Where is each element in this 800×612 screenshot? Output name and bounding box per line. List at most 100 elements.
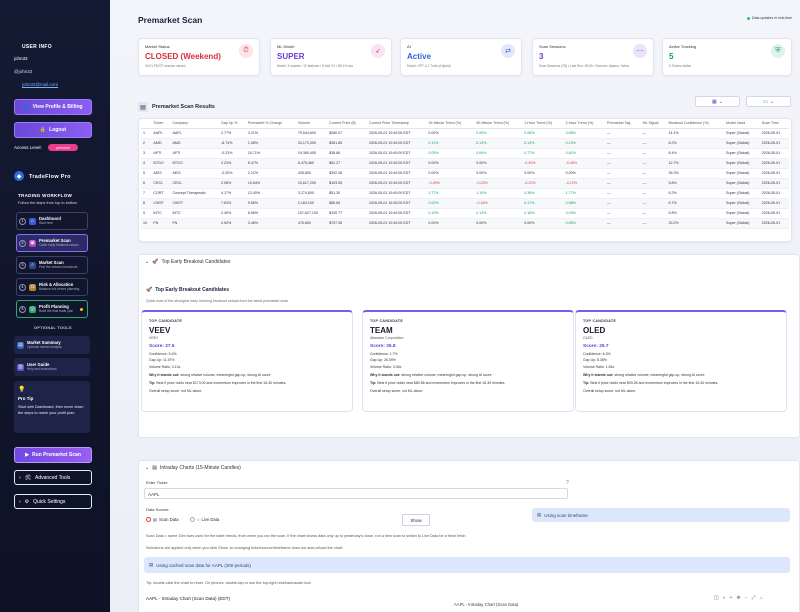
table-row[interactable]: 4 BTGO BTGO 2.23% 5.47% 6,475,460 $52.27 2026-0…: [141, 158, 789, 169]
table-cell: 1: [141, 128, 152, 139]
quick-settings-expander[interactable]: › ⚙ Quick Settings: [14, 494, 92, 509]
fullscreen-icon[interactable]: ⤢: [751, 595, 756, 601]
workflow-step-premarket-scan[interactable]: 2 ▣ Premarket Scan Catch early breakout s…: [16, 234, 88, 252]
column-header[interactable]: ML Signal: [640, 119, 667, 129]
zoom-icon[interactable]: ⌕: [722, 595, 726, 601]
column-header[interactable]: [141, 119, 152, 129]
table-row[interactable]: 6 CRCL CRCL 2.08% 10.64% 10,617,200 $103.55 202…: [141, 178, 789, 189]
plus-icon[interactable]: +: [729, 595, 733, 601]
column-header[interactable]: Scan Time: [759, 119, 789, 129]
column-header[interactable]: Volume: [295, 119, 328, 129]
table-cell: 6: [141, 178, 152, 189]
realtime-status: Data updates in real-time: [746, 16, 792, 20]
user-email[interactable]: john33@mail.com: [22, 82, 59, 87]
workflow-step-risk-allocation[interactable]: 4 ⚖ Risk & Allocation Balance risk before…: [16, 278, 88, 296]
table-cell: 6.66%: [245, 208, 296, 219]
reset-icon[interactable]: ⌂: [759, 595, 763, 601]
help-icon[interactable]: ?: [566, 480, 569, 486]
column-header[interactable]: Premarket Tag: [605, 119, 641, 129]
table-row[interactable]: 2 AMD AMD -8.74% 1.08% 34,173,300 $361.85 2026-…: [141, 138, 789, 149]
table-cell: 0.00%: [563, 168, 606, 179]
page-title: Premarket Scan: [138, 15, 203, 25]
table-cell: 0.00%: [426, 218, 475, 229]
table-cell: -0.23%: [219, 148, 246, 159]
column-header[interactable]: Breakout Confidence (%): [666, 119, 725, 129]
table-cell: 0.05%: [563, 218, 606, 229]
logout-button[interactable]: 🔒 Logout: [14, 122, 92, 138]
table-cell: 0.02%: [426, 198, 475, 209]
rocket-icon: 🚀: [146, 287, 153, 293]
display-toggle-button[interactable]: ▭ ⌄: [746, 96, 791, 107]
radio-scan-data[interactable]: ▤ Scan Data: [146, 517, 179, 522]
table-row[interactable]: 3 APTI APTI -0.23% 15.71% 19,360,405 $38.86 202…: [141, 148, 789, 159]
table-row[interactable]: 5 AEIS AEIS -0.20% 2.21% 435,800 $392.38 2026-0…: [141, 168, 789, 179]
table-cell: —: [605, 138, 641, 149]
workflow-step-market-scan[interactable]: 3 ⌕ Market Scan Find live session breakou…: [16, 256, 88, 274]
table-row[interactable]: 10 FN FN 0.52% 3.46% 476,800 $757.35 2026-05-01…: [141, 218, 789, 229]
breakout-expander[interactable]: ⌄ 🚀 Top Early Breakout Candidates: [145, 259, 231, 265]
column-header[interactable]: 2-Hour Trend (%): [563, 119, 606, 129]
table-cell: 0.14%: [522, 138, 564, 149]
lightbulb-icon: 💡: [18, 387, 26, 393]
clock-icon: ⏱: [239, 44, 253, 58]
table-cell: 0.13%: [474, 138, 523, 149]
table-cell: —: [640, 128, 667, 139]
intraday-charts-expander[interactable]: ⌄ ▤ Intraday Charts (15-Minute Candles): [145, 465, 241, 471]
column-header[interactable]: Current Price Timestamp: [367, 119, 427, 129]
chart-subtitle: AAPL - Intraday Chart (Scan Data): [454, 602, 519, 607]
column-header[interactable]: Premarket % Change: [245, 119, 296, 129]
table-cell: 12.7%: [666, 158, 725, 169]
brand-logo-icon: ◆: [14, 171, 24, 181]
camera-icon[interactable]: ◫: [714, 595, 719, 601]
table-cell: 0.00%: [426, 158, 475, 169]
minus-icon[interactable]: −: [744, 595, 748, 601]
table-cell: 2026-05-01 19:40:00 EDT: [367, 188, 427, 199]
table-cell: —: [640, 148, 667, 159]
workflow-title: TRADING WORKFLOW: [18, 193, 73, 198]
status-dot-icon: [80, 308, 83, 311]
table-cell: -0.40%: [522, 158, 564, 169]
pan-icon[interactable]: ✥: [736, 595, 741, 601]
search-icon: ⌕: [29, 261, 36, 269]
table-cell: CRCL: [170, 178, 220, 189]
run-premarket-scan-button[interactable]: ▶ Run Premarket Scan: [14, 447, 92, 463]
lock-icon: 🔒: [39, 127, 47, 133]
column-header[interactable]: Model Used: [724, 119, 760, 129]
table-row[interactable]: 9 INTC INTC 2.30% 6.66% 157,627,100 $100.77 202…: [141, 208, 789, 219]
table-cell: BTGO: [151, 158, 171, 169]
table-cell: Super (Global): [724, 158, 760, 169]
column-header[interactable]: Company: [170, 119, 220, 129]
swap-icon: ⇄: [501, 44, 515, 58]
table-cell: 2.30%: [219, 208, 246, 219]
gear-icon: ⚙: [24, 498, 30, 505]
table-cell: 0.03%: [563, 208, 606, 219]
table-row[interactable]: 8 CWST CWST 7.63% 9.56% 2,163,100 $86.65 2026-0…: [141, 198, 789, 209]
optional-market-summary[interactable]: ▤ Market Summary Optional market analysis: [14, 336, 90, 354]
table-cell: -0.40%: [563, 158, 606, 169]
table-cell: 2026-05-01 19:40:00 EDT: [367, 158, 427, 169]
table-cell: 2026-05-01: [759, 218, 789, 229]
column-header[interactable]: 15-Minute Trend (%): [426, 119, 475, 129]
column-header[interactable]: 1-Hour Trend (%): [522, 119, 564, 129]
advanced-tools-expander[interactable]: › 🛠 Advanced Tools: [14, 470, 92, 485]
ticker-input[interactable]: AAPL: [144, 488, 568, 499]
column-header[interactable]: Current Price ($): [327, 119, 367, 129]
table-cell: 0.08%: [563, 198, 606, 209]
table-row[interactable]: 1 AAPL AAPL 2.77% 3.21% 79,544,600 $280.07 2026…: [141, 128, 789, 139]
view-toggle-button[interactable]: ▦ ⌄: [695, 96, 740, 107]
show-button[interactable]: Show: [402, 514, 430, 526]
table-cell: FN: [170, 218, 220, 229]
optional-user-guide[interactable]: ▥ User Guide Help and instructions: [14, 358, 90, 376]
view-profile-button[interactable]: 👤 View Profile & Billing: [14, 99, 92, 115]
table-cell: 1.77%: [563, 188, 606, 199]
workflow-step-dashboard[interactable]: 1 ⌂ Dashboard Start here: [16, 212, 88, 230]
table-row[interactable]: 7 CORT Concept Therapeutic 4.17% 12.40% 3,274…: [141, 188, 789, 199]
radio-live-data[interactable]: ○ Live Data: [190, 517, 219, 522]
column-header[interactable]: 30-Minute Trend (%): [474, 119, 523, 129]
table-cell: Super (Global): [724, 208, 760, 219]
workflow-step-profit-planning[interactable]: 5 ◎ Profit Planning Build the final trade…: [16, 300, 88, 318]
column-header[interactable]: Ticker: [151, 119, 171, 129]
table-cell: 10.64%: [245, 178, 296, 189]
column-header[interactable]: Gap Up %: [219, 119, 246, 129]
chart-icon: ▤: [17, 341, 24, 349]
